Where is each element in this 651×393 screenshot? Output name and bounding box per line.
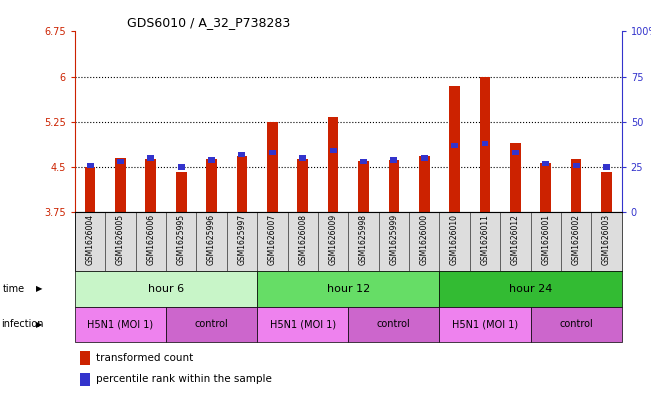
Bar xyxy=(80,351,90,365)
Text: GSM1626009: GSM1626009 xyxy=(329,214,338,265)
Bar xyxy=(178,164,185,170)
Text: hour 24: hour 24 xyxy=(509,284,552,294)
Bar xyxy=(147,155,154,161)
Bar xyxy=(85,167,95,212)
Text: GSM1626005: GSM1626005 xyxy=(116,214,125,265)
Bar xyxy=(117,159,124,164)
Bar xyxy=(449,86,460,212)
Text: GSM1625996: GSM1625996 xyxy=(207,214,216,265)
Bar xyxy=(573,163,579,168)
Text: H5N1 (MOI 1): H5N1 (MOI 1) xyxy=(452,319,518,329)
Text: GSM1626004: GSM1626004 xyxy=(85,214,94,265)
Bar xyxy=(238,152,245,157)
Bar xyxy=(299,155,306,161)
Text: H5N1 (MOI 1): H5N1 (MOI 1) xyxy=(87,319,154,329)
Text: GSM1625998: GSM1625998 xyxy=(359,214,368,265)
Bar xyxy=(75,271,257,307)
Bar xyxy=(571,159,581,212)
Text: GSM1626008: GSM1626008 xyxy=(298,214,307,265)
Bar xyxy=(389,160,399,212)
Bar xyxy=(208,157,215,162)
Text: GSM1626006: GSM1626006 xyxy=(146,214,156,265)
Text: GSM1626001: GSM1626001 xyxy=(541,214,550,265)
Text: GSM1626010: GSM1626010 xyxy=(450,214,459,265)
Bar xyxy=(419,156,430,212)
Bar xyxy=(75,307,166,342)
Bar xyxy=(115,158,126,212)
Bar xyxy=(237,156,247,212)
Bar xyxy=(451,143,458,148)
Bar xyxy=(87,163,94,168)
Text: time: time xyxy=(3,284,25,294)
Bar xyxy=(257,271,439,307)
Bar xyxy=(348,307,439,342)
Bar xyxy=(267,122,277,212)
Bar xyxy=(512,150,519,155)
Text: control: control xyxy=(195,319,229,329)
Bar xyxy=(146,159,156,212)
Text: GSM1626007: GSM1626007 xyxy=(268,214,277,265)
Text: infection: infection xyxy=(1,319,43,329)
Bar xyxy=(542,161,549,166)
Bar xyxy=(540,163,551,212)
Bar xyxy=(439,271,622,307)
Text: GSM1626011: GSM1626011 xyxy=(480,214,490,265)
Text: control: control xyxy=(377,319,411,329)
Bar xyxy=(439,307,531,342)
Text: transformed count: transformed count xyxy=(96,353,193,363)
Text: hour 6: hour 6 xyxy=(148,284,184,294)
Text: GSM1625999: GSM1625999 xyxy=(389,214,398,265)
Text: GDS6010 / A_32_P738283: GDS6010 / A_32_P738283 xyxy=(127,16,290,29)
Bar xyxy=(166,307,257,342)
Text: percentile rank within the sample: percentile rank within the sample xyxy=(96,374,271,384)
Bar xyxy=(360,159,367,164)
Bar xyxy=(269,150,276,155)
Text: GSM1626000: GSM1626000 xyxy=(420,214,429,265)
Bar xyxy=(531,307,622,342)
Bar xyxy=(257,307,348,342)
Text: ▶: ▶ xyxy=(36,320,42,329)
Bar xyxy=(421,155,428,161)
Bar xyxy=(480,77,490,212)
Text: ▶: ▶ xyxy=(36,285,42,293)
Text: GSM1625995: GSM1625995 xyxy=(176,214,186,265)
Bar xyxy=(358,161,368,212)
Text: GSM1625997: GSM1625997 xyxy=(238,214,247,265)
Bar xyxy=(603,164,610,170)
Text: GSM1626002: GSM1626002 xyxy=(572,214,581,265)
Bar xyxy=(329,148,337,153)
Bar xyxy=(298,159,308,212)
Bar xyxy=(176,172,187,212)
Bar xyxy=(482,141,488,146)
Bar xyxy=(510,143,521,212)
Text: GSM1626003: GSM1626003 xyxy=(602,214,611,265)
Text: control: control xyxy=(559,319,593,329)
Text: hour 12: hour 12 xyxy=(327,284,370,294)
Bar xyxy=(602,172,612,212)
Text: H5N1 (MOI 1): H5N1 (MOI 1) xyxy=(270,319,336,329)
Bar xyxy=(206,159,217,212)
Bar xyxy=(391,157,397,162)
Text: GSM1626012: GSM1626012 xyxy=(511,214,520,265)
Bar xyxy=(80,373,90,386)
Bar xyxy=(328,117,339,212)
